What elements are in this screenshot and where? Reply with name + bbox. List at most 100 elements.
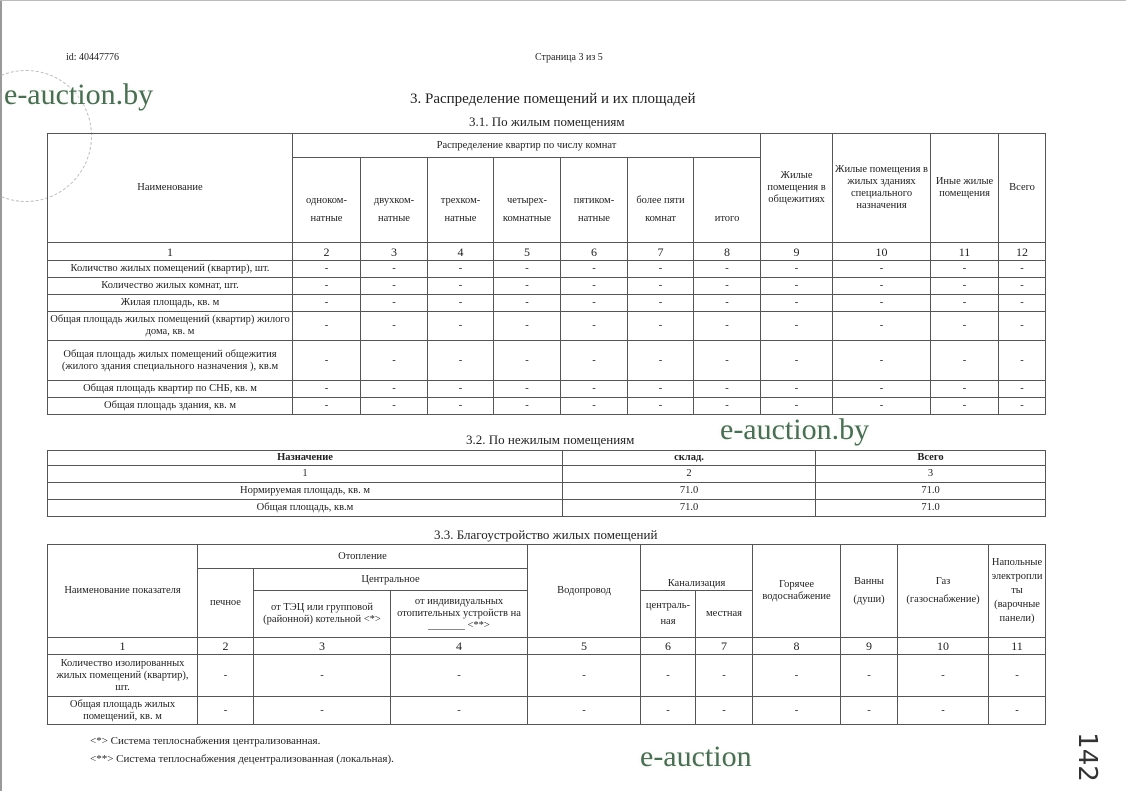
header-row: Наименование показателя Отопление Водопров… <box>47 544 1047 638</box>
value-cell: - <box>760 380 834 398</box>
value-cell: - <box>998 380 1047 398</box>
value-cell: - <box>760 340 834 381</box>
value-cell: - <box>253 696 391 725</box>
value-cell: - <box>360 340 428 381</box>
column-number: 6 <box>560 242 628 261</box>
column-group-header: Канализация <box>639 544 754 591</box>
column-header: Всего <box>998 133 1047 243</box>
column-header: итого <box>692 157 762 243</box>
column-header: Иные жилые помещения <box>930 133 1000 243</box>
row-label: Количество изолированных жилых помещений… <box>47 654 198 697</box>
column-header: Газ (газоснабжение) <box>897 544 990 638</box>
value-cell: - <box>998 260 1047 278</box>
table-row: Общая площадь жилых помещений общежития … <box>47 340 1047 381</box>
value-cell: - <box>427 397 494 415</box>
value-cell: - <box>627 380 694 398</box>
column-number: 4 <box>390 637 528 655</box>
value-cell: - <box>360 311 428 341</box>
value-cell: - <box>694 654 754 697</box>
value-cell: - <box>292 260 361 278</box>
value-cell: - <box>292 340 361 381</box>
row-label: Общая площадь жилых помещений (квартир) … <box>47 311 293 341</box>
row-label: Общая площадь жилых помещений общежития … <box>47 340 293 381</box>
value-cell: - <box>692 277 762 295</box>
value-cell: - <box>930 380 1000 398</box>
value-cell: - <box>627 294 694 312</box>
value-cell: - <box>930 260 1000 278</box>
value-cell: - <box>627 260 694 278</box>
value-cell: - <box>493 340 561 381</box>
value-cell: - <box>390 696 528 725</box>
value-cell: - <box>627 311 694 341</box>
column-number: 7 <box>627 242 694 261</box>
column-number: 8 <box>752 637 842 655</box>
value-cell: - <box>292 397 361 415</box>
value-cell: - <box>930 340 1000 381</box>
column-header: четырех-комнатные <box>493 157 561 243</box>
value-cell: - <box>427 311 494 341</box>
table-row: Жилая площадь, кв. м----------- <box>47 294 1047 312</box>
column-header: Напольные электроплиты (варочные панели) <box>988 544 1047 638</box>
value-cell: - <box>197 654 254 697</box>
column-header: трехком-натные <box>427 157 494 243</box>
value-cell: - <box>832 340 932 381</box>
page-indicator: Страница 3 из 5 <box>535 52 603 63</box>
column-number: 1 <box>47 465 563 483</box>
column-number: 10 <box>832 242 932 261</box>
value-cell: - <box>998 340 1047 381</box>
row-label: Количство жилых помещений (квартир), шт. <box>47 260 293 278</box>
value-cell: - <box>292 311 361 341</box>
value-cell: - <box>760 311 834 341</box>
value-cell: - <box>840 696 899 725</box>
value-cell: - <box>427 260 494 278</box>
column-header: Назначение <box>47 450 563 466</box>
table-row: Нормируемая площадь, кв. м 71.0 71.0 <box>47 482 1046 500</box>
watermark-logo-right: e-auction <box>640 740 752 773</box>
value-cell: - <box>560 340 628 381</box>
value-cell: - <box>493 277 561 295</box>
column-header: Горячее водоснабжение <box>752 544 842 638</box>
row-label: Общая площадь, кв.м <box>47 499 563 517</box>
table-row: Количество жилых комнат, шт. - - - - - - - - - - - <box>47 277 1047 295</box>
value-cell: - <box>998 311 1047 341</box>
section-3-3-title: 3.3. Благоустройство жилых помещений <box>434 527 658 542</box>
column-header: одноком-натные <box>292 157 361 243</box>
value-cell: - <box>832 380 932 398</box>
value-cell: - <box>640 654 696 697</box>
section-3-1-title: 3.1. По жилым помещениям <box>469 114 625 129</box>
value-cell: - <box>897 696 990 725</box>
header-row: Назначение склад. Всего <box>47 450 1046 466</box>
column-number: 2 <box>292 242 361 261</box>
value-cell: 71.0 <box>562 482 816 500</box>
value-cell: - <box>253 654 391 697</box>
value-cell: - <box>692 311 762 341</box>
section-3-2-title: 3.2. По нежилым помещениям <box>466 432 635 447</box>
column-header: Жилые помещения в жилых зданиях специаль… <box>832 133 932 243</box>
watermark-logo-center: e-auction.by <box>720 413 870 446</box>
column-header: Водопровод <box>527 544 641 638</box>
value-cell: - <box>832 311 932 341</box>
value-cell: - <box>390 654 528 697</box>
column-group-header: Центральное <box>253 568 528 591</box>
value-cell: - <box>988 696 1047 725</box>
value-cell: - <box>360 397 428 415</box>
value-cell: - <box>527 696 641 725</box>
value-cell: - <box>627 397 694 415</box>
page-title: 3. Распределение помещений и их площадей <box>410 91 696 107</box>
number-row: 1 2 3 4 5 6 7 8 9 10 11 12 <box>47 242 1047 261</box>
table-row: Общая площадь квартир по СНБ, кв. м-----… <box>47 380 1047 398</box>
residential-table: Наименование Распределение квартир по чис… <box>47 133 1047 415</box>
column-number: 5 <box>493 242 561 261</box>
footnote-1: <*> Система теплоснабжения централизован… <box>90 735 321 747</box>
value-cell: - <box>897 654 990 697</box>
value-cell: - <box>493 294 561 312</box>
value-cell: - <box>998 277 1047 295</box>
value-cell: - <box>988 654 1047 697</box>
value-cell: - <box>752 654 842 697</box>
row-label: Общая площадь квартир по СНБ, кв. м <box>47 380 293 398</box>
value-cell: - <box>292 380 361 398</box>
column-number: 12 <box>998 242 1047 261</box>
column-header: централь-ная <box>640 590 696 638</box>
row-label: Нормируемая площадь, кв. м <box>47 482 563 500</box>
